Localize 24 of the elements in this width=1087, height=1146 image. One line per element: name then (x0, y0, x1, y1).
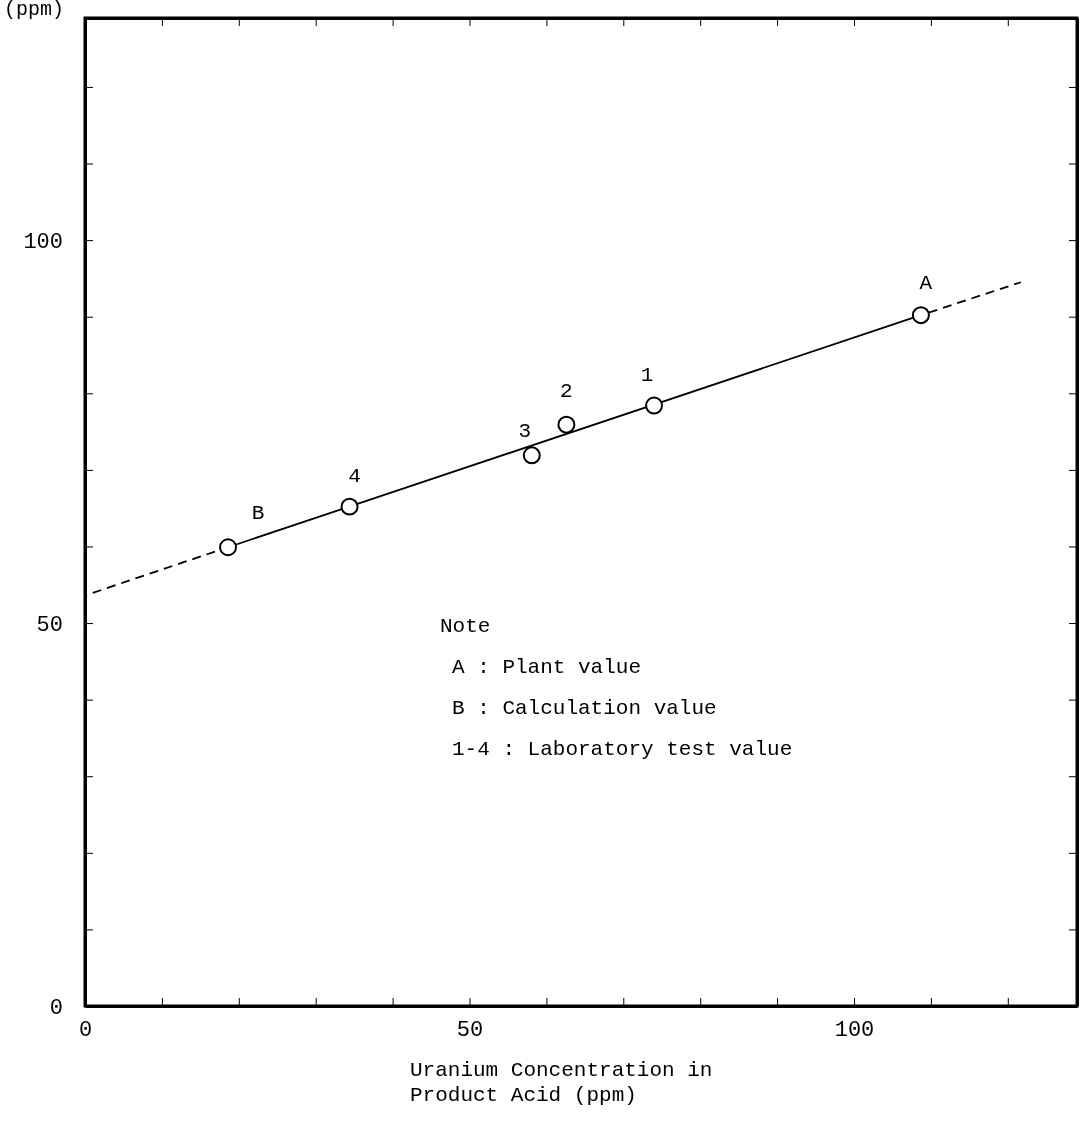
y-tick-label: 0 (49, 995, 63, 1021)
y-tick-label: 50 (36, 612, 63, 638)
point (219, 538, 238, 557)
annotation: Note (440, 615, 491, 638)
y-tick-label: 100 (23, 229, 63, 255)
point (340, 497, 359, 516)
annotation: 1 (640, 363, 654, 387)
x-tick-label: 100 (834, 1017, 875, 1043)
annotation: A : Plant value (452, 656, 642, 679)
point (522, 446, 541, 465)
x-tick-label: 50 (456, 1017, 484, 1043)
x-axis-title: Uranium Concentration in Product Acid (ppm) (410, 1059, 713, 1107)
y-axis-title: (ppm) (4, 0, 65, 21)
annotation: B : Calculation value (452, 697, 717, 720)
annotation: A (919, 272, 933, 296)
annotation: B (251, 502, 265, 526)
annotation: 3 (518, 420, 532, 444)
annotation: 4 (348, 464, 361, 488)
x-tick-label: 0 (78, 1017, 93, 1043)
annotation: 2 (560, 379, 573, 403)
point (911, 306, 930, 325)
point (645, 396, 664, 415)
annotation: 1-4 : Laboratory test value (452, 738, 793, 761)
point (557, 415, 576, 434)
